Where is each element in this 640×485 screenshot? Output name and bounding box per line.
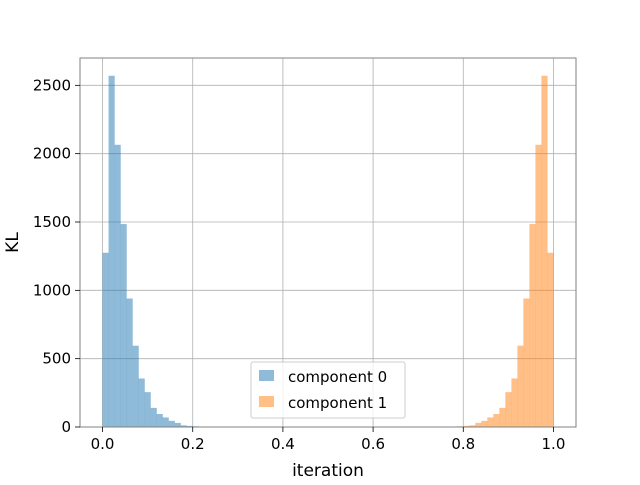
histogram-bar-component-0 xyxy=(169,421,175,427)
histogram-bar-component-1 xyxy=(529,224,535,427)
histogram-bar-component-0 xyxy=(145,392,151,427)
y-tick-label: 0 xyxy=(61,418,71,436)
legend: component 0 component 1 xyxy=(251,362,405,418)
y-tick-label: 500 xyxy=(42,350,71,368)
y-tick-label: 1500 xyxy=(33,213,71,231)
x-axis-title: iteration xyxy=(292,461,364,480)
x-tick-label: 0.0 xyxy=(91,435,115,453)
x-tick-label: 0.8 xyxy=(451,435,475,453)
histogram-bar-component-0 xyxy=(151,408,157,427)
legend-swatch-component-1 xyxy=(259,396,274,407)
histogram-bar-component-1 xyxy=(505,392,511,427)
legend-label-component-1: component 1 xyxy=(288,394,387,412)
histogram-bar-component-0 xyxy=(133,346,139,427)
y-tick-label: 2500 xyxy=(33,76,71,94)
histogram-bar-component-0 xyxy=(157,414,163,427)
histogram-bar-component-1 xyxy=(481,421,487,427)
y-tick-label: 1000 xyxy=(33,281,71,299)
legend-swatch-component-0 xyxy=(259,370,274,381)
histogram-bar-component-0 xyxy=(115,145,121,427)
x-tick-label: 0.6 xyxy=(361,435,385,453)
histogram-bar-component-0 xyxy=(127,299,133,427)
x-tick-label: 0.4 xyxy=(271,435,295,453)
histogram-bar-component-1 xyxy=(523,299,529,427)
legend-label-component-0: component 0 xyxy=(288,368,387,386)
y-tick-label: 2000 xyxy=(33,145,71,163)
histogram-bar-component-1 xyxy=(487,417,493,427)
histogram-bar-component-1 xyxy=(493,414,499,427)
histogram-bar-component-1 xyxy=(499,408,505,427)
histogram-bar-component-0 xyxy=(139,378,145,427)
histogram-bar-component-1 xyxy=(511,378,517,427)
histogram-bar-component-1 xyxy=(475,423,481,427)
histogram-bar-component-0 xyxy=(163,417,169,427)
x-tick-label: 0.2 xyxy=(181,435,205,453)
histogram-bar-component-1 xyxy=(535,145,541,427)
histogram-bar-component-1 xyxy=(541,76,547,427)
histogram-bar-component-1 xyxy=(547,253,553,427)
y-axis-title: KL xyxy=(3,232,23,253)
histogram-bar-component-0 xyxy=(175,423,181,427)
histogram-bar-component-0 xyxy=(109,76,115,427)
x-tick-label: 1.0 xyxy=(542,435,566,453)
histogram-bar-component-0 xyxy=(121,224,127,427)
histogram-bar-component-1 xyxy=(517,346,523,427)
histogram-bar-component-0 xyxy=(103,253,109,427)
